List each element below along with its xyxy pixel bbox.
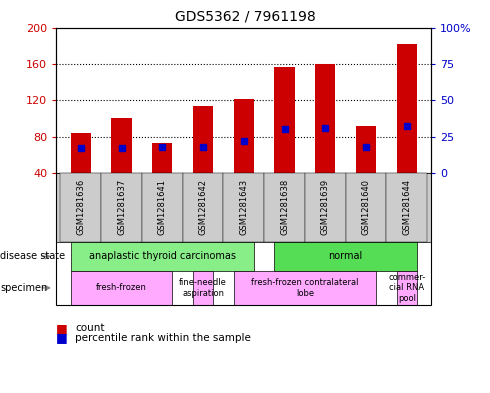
Text: GDS5362 / 7961198: GDS5362 / 7961198 bbox=[174, 10, 316, 24]
Text: ■: ■ bbox=[56, 331, 68, 345]
Text: GSM1281641: GSM1281641 bbox=[158, 179, 167, 235]
Bar bbox=[71, 133, 91, 173]
Text: disease state: disease state bbox=[0, 252, 65, 261]
Text: GSM1281637: GSM1281637 bbox=[117, 179, 126, 235]
Text: ■: ■ bbox=[56, 321, 68, 335]
Text: fresh-frozen contralateral
lobe: fresh-frozen contralateral lobe bbox=[251, 278, 359, 298]
Bar bbox=[193, 106, 213, 173]
Bar bbox=[356, 126, 376, 173]
Text: fine-needle
aspiration: fine-needle aspiration bbox=[179, 278, 227, 298]
Text: GSM1281640: GSM1281640 bbox=[362, 179, 370, 235]
Bar bbox=[111, 118, 132, 173]
Text: GSM1281636: GSM1281636 bbox=[76, 179, 85, 235]
Bar bbox=[234, 99, 254, 173]
Text: GSM1281638: GSM1281638 bbox=[280, 179, 289, 235]
Text: GSM1281644: GSM1281644 bbox=[402, 179, 411, 235]
Text: GSM1281643: GSM1281643 bbox=[239, 179, 248, 235]
Bar bbox=[152, 143, 172, 173]
Text: GSM1281642: GSM1281642 bbox=[198, 179, 208, 235]
Text: GSM1281639: GSM1281639 bbox=[321, 179, 330, 235]
Text: count: count bbox=[75, 323, 104, 333]
Text: anaplastic thyroid carcinomas: anaplastic thyroid carcinomas bbox=[89, 252, 236, 261]
Text: normal: normal bbox=[328, 252, 363, 261]
Text: percentile rank within the sample: percentile rank within the sample bbox=[75, 333, 251, 343]
Bar bbox=[274, 68, 294, 173]
Text: commer-
cial RNA
pool: commer- cial RNA pool bbox=[388, 273, 425, 303]
Bar bbox=[396, 44, 417, 173]
Text: fresh-frozen: fresh-frozen bbox=[96, 283, 147, 292]
Text: specimen: specimen bbox=[0, 283, 47, 293]
Bar bbox=[315, 64, 336, 173]
